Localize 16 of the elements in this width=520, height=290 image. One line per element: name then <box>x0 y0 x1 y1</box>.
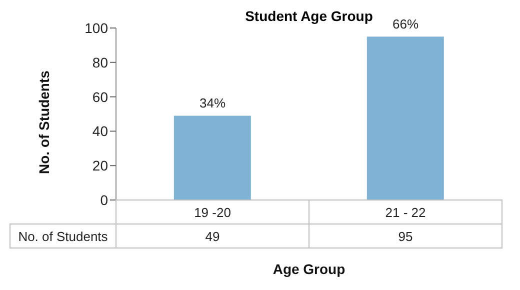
annotation: 34% <box>199 96 226 111</box>
x-axis-title: Age Group <box>272 261 346 277</box>
y-tick-label: 100 <box>84 20 108 36</box>
text: No. of Students <box>18 229 108 244</box>
data-label: 95 <box>398 229 413 244</box>
x-tick-label: 19 -20 <box>194 205 231 220</box>
annotation: 66% <box>392 16 419 32</box>
y-tick-label: 0 <box>100 192 108 208</box>
data-label: 49 <box>205 229 220 244</box>
y-tick-label: 60 <box>92 88 108 105</box>
x-tick-label: 21 - 22 <box>385 205 426 220</box>
y-tick-label: 40 <box>92 123 108 140</box>
y-tick-label: 20 <box>92 158 108 174</box>
chart-title: Student Age Group <box>245 8 373 24</box>
y-axis-title: No. of Students <box>36 70 52 174</box>
y-tick-label: 80 <box>92 54 108 70</box>
